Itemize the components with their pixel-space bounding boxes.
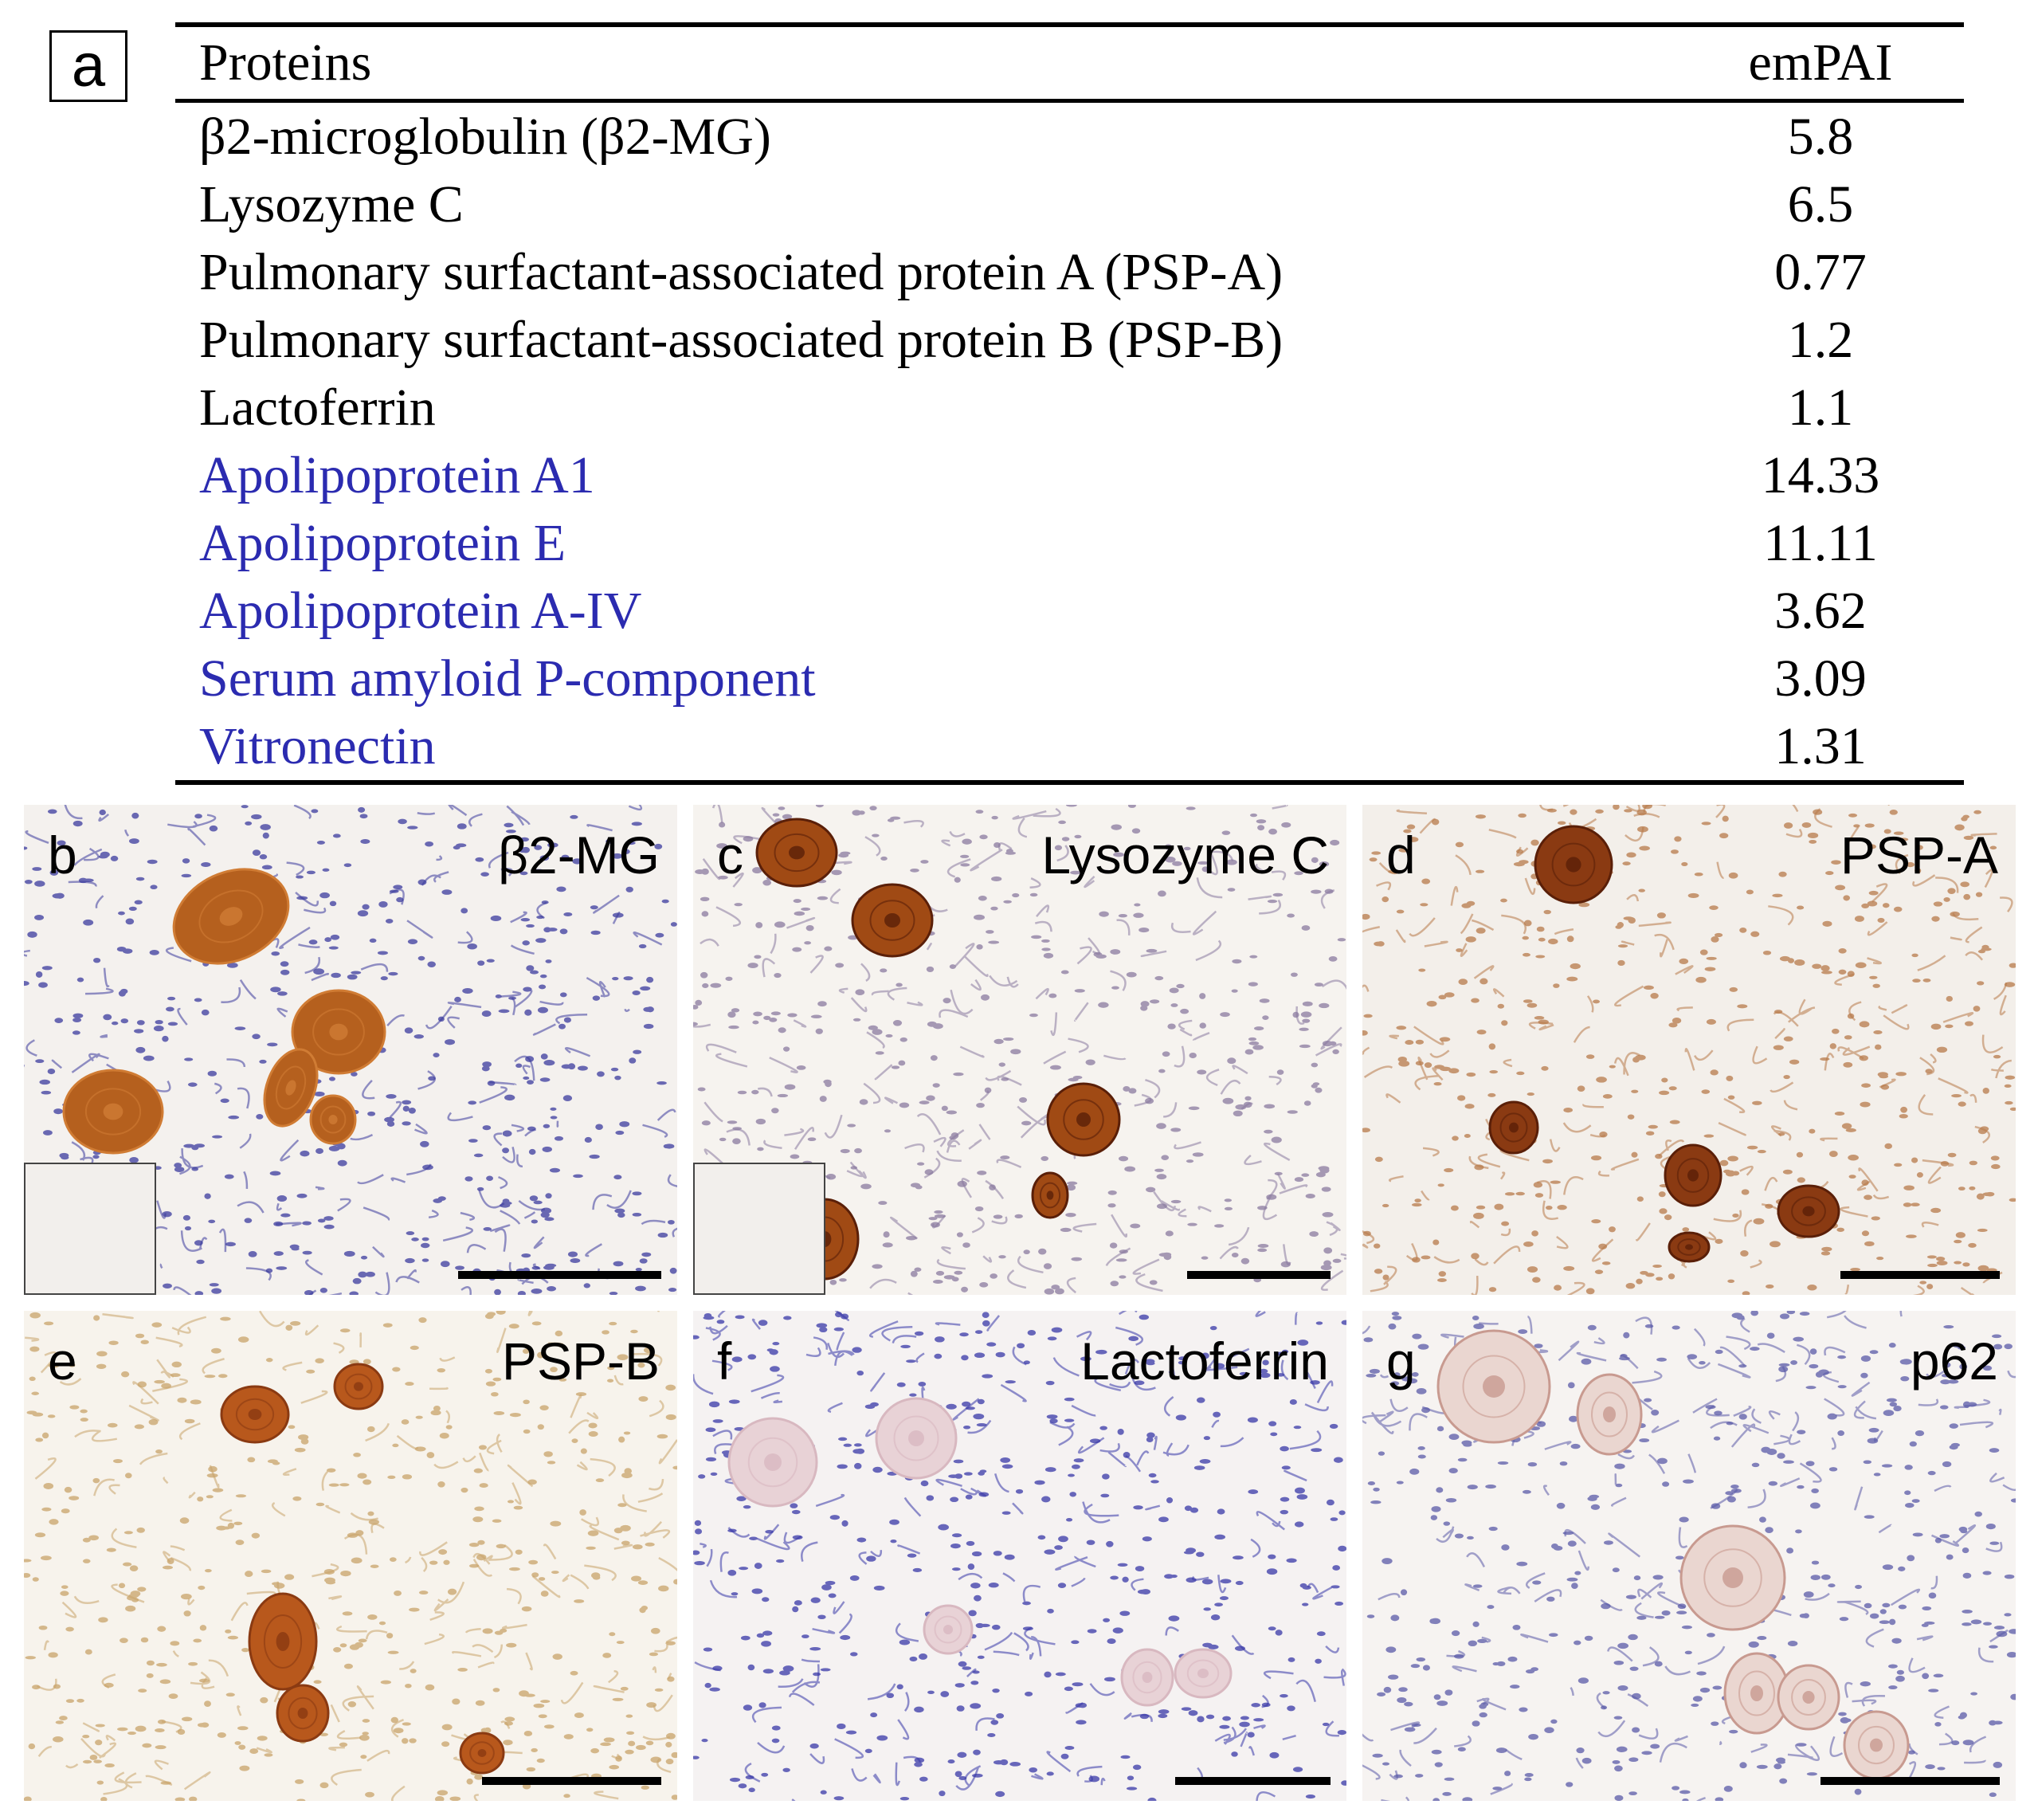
empai-value: 1.2 <box>1787 311 1854 369</box>
panel-label-c: c <box>717 826 743 885</box>
panel-title-f: Lactoferrin <box>1080 1332 1329 1390</box>
table-row: Vitronectin 1.31 <box>175 712 1964 780</box>
header-proteins: Proteins <box>199 33 372 92</box>
panel-title-b: β2-MG <box>498 826 660 885</box>
scale-bar-f <box>1175 1777 1331 1785</box>
protein-name: Pulmonary surfactant-associated protein … <box>199 243 1284 301</box>
empai-value: 0.77 <box>1774 243 1867 301</box>
inset-image-b <box>24 1163 156 1295</box>
table-row: Lysozyme C 6.5 <box>175 171 1964 238</box>
empai-value: 1.31 <box>1774 717 1867 775</box>
empai-value: 6.5 <box>1787 175 1854 233</box>
empai-value: 5.8 <box>1787 108 1854 166</box>
header-empai: emPAI <box>1748 33 1893 92</box>
scale-bar-c <box>1187 1271 1331 1279</box>
empai-value: 3.09 <box>1774 649 1867 708</box>
panel-title-c: Lysozyme C <box>1041 826 1329 885</box>
panel-label-e: e <box>48 1332 77 1390</box>
table-row: Lactoferrin 1.1 <box>175 374 1964 441</box>
empai-value: 11.11 <box>1763 514 1878 572</box>
empai-value: 3.62 <box>1774 582 1867 640</box>
table-top-rule <box>175 22 1964 27</box>
panel-label-d: d <box>1386 826 1416 885</box>
table-header-rule <box>175 99 1964 103</box>
table-row: Pulmonary surfactant-associated protein … <box>175 238 1964 306</box>
empai-value: 14.33 <box>1761 446 1880 504</box>
panel-label-a: a <box>49 30 127 102</box>
table-row: Pulmonary surfactant-associated protein … <box>175 306 1964 374</box>
protein-name: Vitronectin <box>199 717 436 775</box>
table-row: Apolipoprotein A-IV 3.62 <box>175 577 1964 645</box>
table-row: Apolipoprotein E 11.11 <box>175 509 1964 577</box>
inset-image-c <box>693 1163 825 1295</box>
table-row: β2-microglobulin (β2-MG) 5.8 <box>175 103 1964 171</box>
scale-bar-g <box>1820 1777 2000 1785</box>
micrograph-pspa: d PSP-A <box>1362 805 2016 1295</box>
tissue-image-e <box>24 1311 677 1801</box>
protein-name: Apolipoprotein A-IV <box>199 582 642 640</box>
micrograph-b2mg: b β2-MG <box>24 805 677 1295</box>
scale-bar-e <box>482 1777 661 1785</box>
table-row: Serum amyloid P-component 3.09 <box>175 645 1964 712</box>
protein-name: Apolipoprotein A1 <box>199 446 595 504</box>
tissue-image-f <box>693 1311 1346 1801</box>
protein-name: β2-microglobulin (β2-MG) <box>199 108 771 166</box>
panel-label-f: f <box>717 1332 732 1390</box>
tissue-image-g <box>1362 1311 2016 1801</box>
protein-emPAI-table: Proteins emPAI β2-microglobulin (β2-MG) 5… <box>175 22 1964 785</box>
panel-title-d: PSP-A <box>1840 826 1998 885</box>
scale-bar-d <box>1840 1271 2000 1279</box>
panel-title-e: PSP-B <box>501 1332 660 1390</box>
scale-bar-b <box>458 1271 661 1279</box>
protein-name: Lysozyme C <box>199 175 464 233</box>
empai-value: 1.1 <box>1787 379 1854 437</box>
tissue-image-d <box>1362 805 2016 1295</box>
micrograph-pspb: e PSP-B <box>24 1311 677 1801</box>
protein-name: Apolipoprotein E <box>199 514 566 572</box>
panel-label-g: g <box>1386 1332 1416 1390</box>
micrograph-p62: g p62 <box>1362 1311 2016 1801</box>
table-header-row: Proteins emPAI <box>175 27 1964 99</box>
table-bottom-rule <box>175 780 1964 785</box>
protein-name: Serum amyloid P-component <box>199 649 816 708</box>
table-body: β2-microglobulin (β2-MG) 5.8 Lysozyme C 6.5… <box>175 103 1964 780</box>
panel-label-b: b <box>48 826 77 885</box>
micrograph-lactoferrin: f Lactoferrin <box>693 1311 1346 1801</box>
panel-title-g: p62 <box>1910 1332 1998 1390</box>
protein-name: Pulmonary surfactant-associated protein … <box>199 311 1284 369</box>
micrograph-lysozyme: c Lysozyme C <box>693 805 1346 1295</box>
tissue-image-b <box>24 805 677 1295</box>
table-row: Apolipoprotein A1 14.33 <box>175 441 1964 509</box>
protein-name: Lactoferrin <box>199 379 436 437</box>
